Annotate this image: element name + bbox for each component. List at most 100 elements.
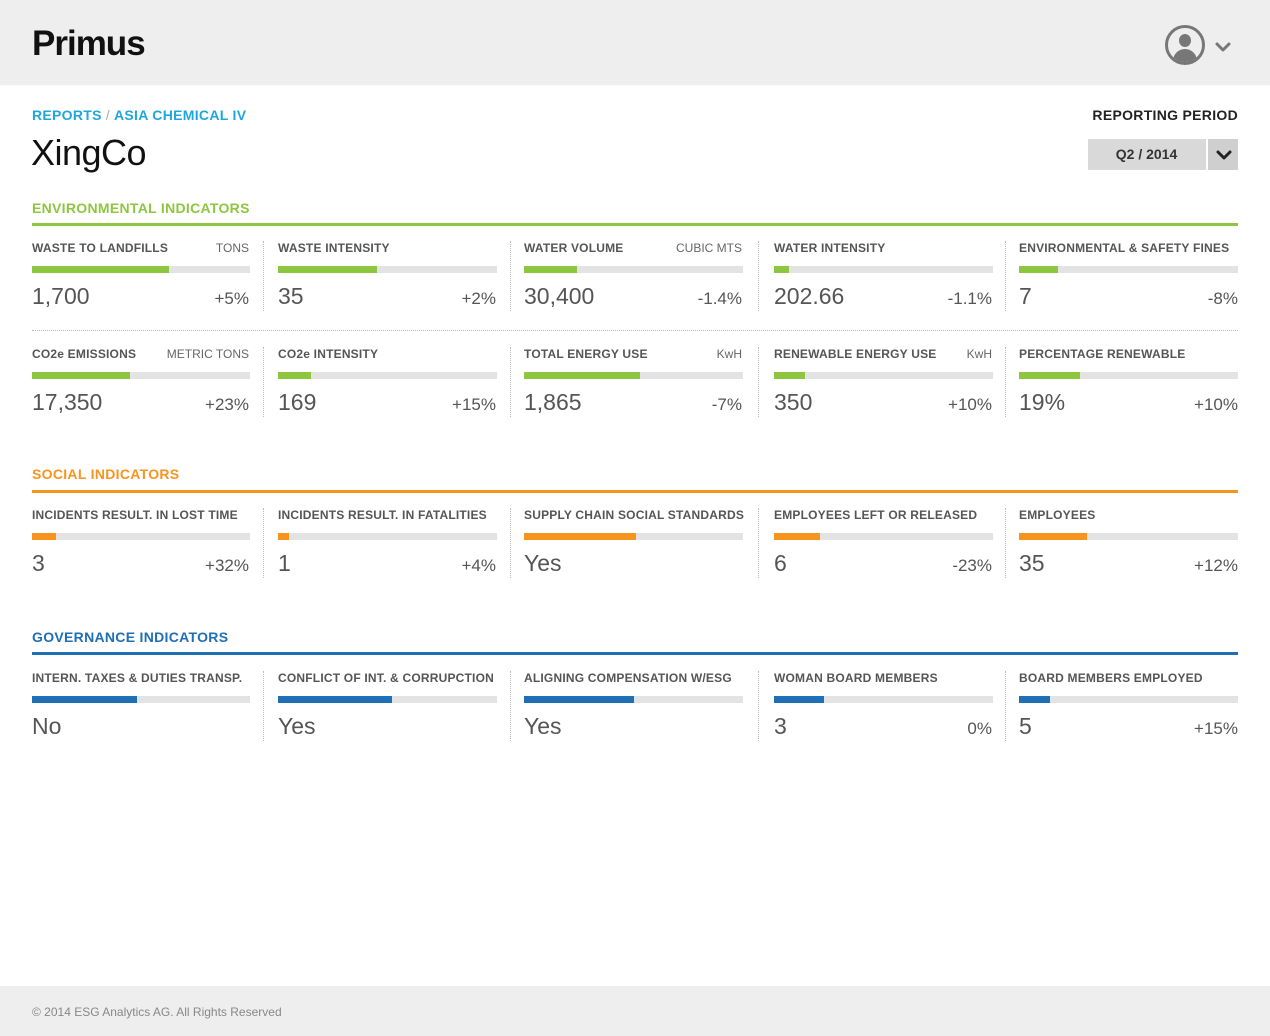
reporting-period-select[interactable]: Q2 / 2014 <box>1088 139 1238 170</box>
indicator-card[interactable]: TOTAL ENERGY USE KwH 1,865 -7% <box>524 347 759 417</box>
indicator-card[interactable]: INTERN. TAXES & DUTIES TRANSP. No <box>32 671 264 741</box>
indicator-change: 0% <box>967 719 992 738</box>
indicator-progress-track <box>1019 696 1238 703</box>
indicator-label: INTERN. TAXES & DUTIES TRANSP. <box>32 671 243 685</box>
indicator-card[interactable]: INCIDENTS RESULT. IN LOST TIME 3 +32% <box>32 508 264 578</box>
indicator-card[interactable]: WATER INTENSITY 202.66 -1.1% <box>774 241 1006 311</box>
indicator-progress-fill <box>774 533 820 540</box>
indicator-progress-track <box>32 696 250 703</box>
breadcrumb-reports-link[interactable]: REPORTS <box>32 107 102 123</box>
indicator-card[interactable]: CO2e INTENSITY 169 +15% <box>278 347 511 417</box>
indicator-value: Yes <box>524 713 562 739</box>
indicator-label: WOMAN BOARD MEMBERS <box>774 671 938 685</box>
period-dropdown-button[interactable] <box>1206 139 1238 170</box>
indicator-value: 5 <box>1019 713 1032 739</box>
indicator-progress-fill <box>32 372 130 379</box>
indicator-card[interactable]: WOMAN BOARD MEMBERS 3 0% <box>774 671 1006 741</box>
indicator-label: CONFLICT OF INT. & CORRUPCTION <box>278 671 494 685</box>
indicator-progress-track <box>1019 533 1238 540</box>
indicator-card[interactable]: SUPPLY CHAIN SOCIAL STANDARDS Yes <box>524 508 759 578</box>
indicator-progress-fill <box>524 372 640 379</box>
indicator-value: 1,865 <box>524 389 582 415</box>
indicator-progress-fill <box>774 266 789 273</box>
app-logo[interactable]: Primus <box>32 24 146 63</box>
indicator-progress-fill <box>278 372 311 379</box>
indicator-card[interactable]: EMPLOYEES LEFT OR RELEASED 6 -23% <box>774 508 1006 578</box>
footer: © 2014 ESG Analytics AG. All Rights Rese… <box>0 986 1270 1036</box>
page-title: XingCo <box>31 132 147 173</box>
indicator-progress-track <box>278 533 497 540</box>
indicator-progress-track <box>278 372 497 379</box>
indicator-card[interactable]: EMPLOYEES 35 +12% <box>1019 508 1238 578</box>
indicator-progress-fill <box>278 533 289 540</box>
indicator-change: +10% <box>948 395 992 414</box>
indicator-progress-track <box>278 266 497 273</box>
indicator-progress-fill <box>32 266 169 273</box>
indicator-label: PERCENTAGE RENEWABLE <box>1019 347 1186 361</box>
indicator-card[interactable]: WASTE INTENSITY 35 +2% <box>278 241 511 311</box>
indicator-card[interactable]: INCIDENTS RESULT. IN FATALITIES 1 +4% <box>278 508 511 578</box>
indicator-label: WASTE TO LANDFILLS <box>32 241 169 255</box>
indicator-label: CO2e EMISSIONS <box>32 347 137 361</box>
indicator-card[interactable]: PERCENTAGE RENEWABLE 19% +10% <box>1019 347 1238 417</box>
indicator-card[interactable]: ENVIRONMENTAL & SAFETY FINES 7 -8% <box>1019 241 1238 311</box>
indicator-change: +32% <box>205 556 249 575</box>
indicator-value: 202.66 <box>774 283 845 309</box>
row-divider <box>32 330 1238 331</box>
indicator-value: 35 <box>1019 550 1045 576</box>
indicator-progress-track <box>32 533 250 540</box>
breadcrumb-separator: / <box>105 107 110 123</box>
indicator-label: WATER VOLUME <box>524 241 624 255</box>
indicator-change: +15% <box>452 395 496 414</box>
indicator-label: ENVIRONMENTAL & SAFETY FINES <box>1019 241 1230 255</box>
section-rule <box>32 223 1238 226</box>
chevron-down-icon[interactable] <box>1213 37 1233 57</box>
indicator-progress-fill <box>1019 372 1080 379</box>
indicator-value: 1 <box>278 550 291 576</box>
section-rule <box>32 652 1238 655</box>
section-rule <box>32 490 1238 493</box>
indicator-value: Yes <box>524 550 562 576</box>
indicator-progress-fill <box>524 266 577 273</box>
indicator-progress-track <box>32 266 250 273</box>
indicator-progress-track <box>774 696 993 703</box>
indicator-progress-fill <box>1019 266 1058 273</box>
section-title: SOCIAL INDICATORS <box>32 466 180 482</box>
user-avatar-icon[interactable] <box>1165 25 1205 65</box>
breadcrumb: REPORTS / ASIA CHEMICAL IV <box>32 107 246 123</box>
indicator-value: 3 <box>32 550 45 576</box>
indicator-card[interactable]: BOARD MEMBERS EMPLOYED 5 +15% <box>1019 671 1238 741</box>
indicator-unit: METRIC TONS <box>166 347 249 361</box>
indicator-label: CO2e INTENSITY <box>278 347 379 361</box>
indicator-progress-fill <box>1019 533 1087 540</box>
indicator-value: 3 <box>774 713 787 739</box>
indicator-card[interactable]: CO2e EMISSIONS METRIC TONS 17,350 +23% <box>32 347 264 417</box>
indicator-card[interactable]: WATER VOLUME CUBIC MTS 30,400 -1.4% <box>524 241 759 311</box>
indicator-card[interactable]: CONFLICT OF INT. & CORRUPCTION Yes <box>278 671 511 741</box>
indicator-change: +10% <box>1194 395 1238 414</box>
reporting-period-value[interactable]: Q2 / 2014 <box>1115 146 1178 162</box>
indicator-progress-fill <box>278 696 392 703</box>
indicator-card[interactable]: WASTE TO LANDFILLS TONS 1,700 +5% <box>32 241 264 311</box>
indicator-change: -7% <box>711 395 742 414</box>
breadcrumb-current-link[interactable]: ASIA CHEMICAL IV <box>113 107 247 123</box>
indicator-change: +4% <box>461 556 497 575</box>
indicator-progress-track <box>524 696 743 703</box>
indicator-progress-track <box>32 372 250 379</box>
indicator-card[interactable]: ALIGNING COMPENSATION W/ESG Yes <box>524 671 759 741</box>
indicator-change: -23% <box>952 556 992 575</box>
indicator-value: 30,400 <box>524 283 595 309</box>
indicator-value: 19% <box>1019 389 1066 415</box>
section-title: ENVIRONMENTAL INDICATORS <box>32 200 250 216</box>
indicator-label: BOARD MEMBERS EMPLOYED <box>1019 671 1203 685</box>
indicator-value: Yes <box>278 713 316 739</box>
indicator-change: -8% <box>1207 289 1238 308</box>
chevron-down-icon <box>1216 150 1232 160</box>
indicator-progress-fill <box>1019 696 1050 703</box>
indicator-value: 17,350 <box>32 389 103 415</box>
indicator-label: RENEWABLE ENERGY USE <box>774 347 937 361</box>
indicator-progress-fill <box>774 696 824 703</box>
indicator-progress-track <box>774 372 993 379</box>
indicator-change: +5% <box>214 289 250 308</box>
indicator-card[interactable]: RENEWABLE ENERGY USE KwH 350 +10% <box>774 347 1006 417</box>
